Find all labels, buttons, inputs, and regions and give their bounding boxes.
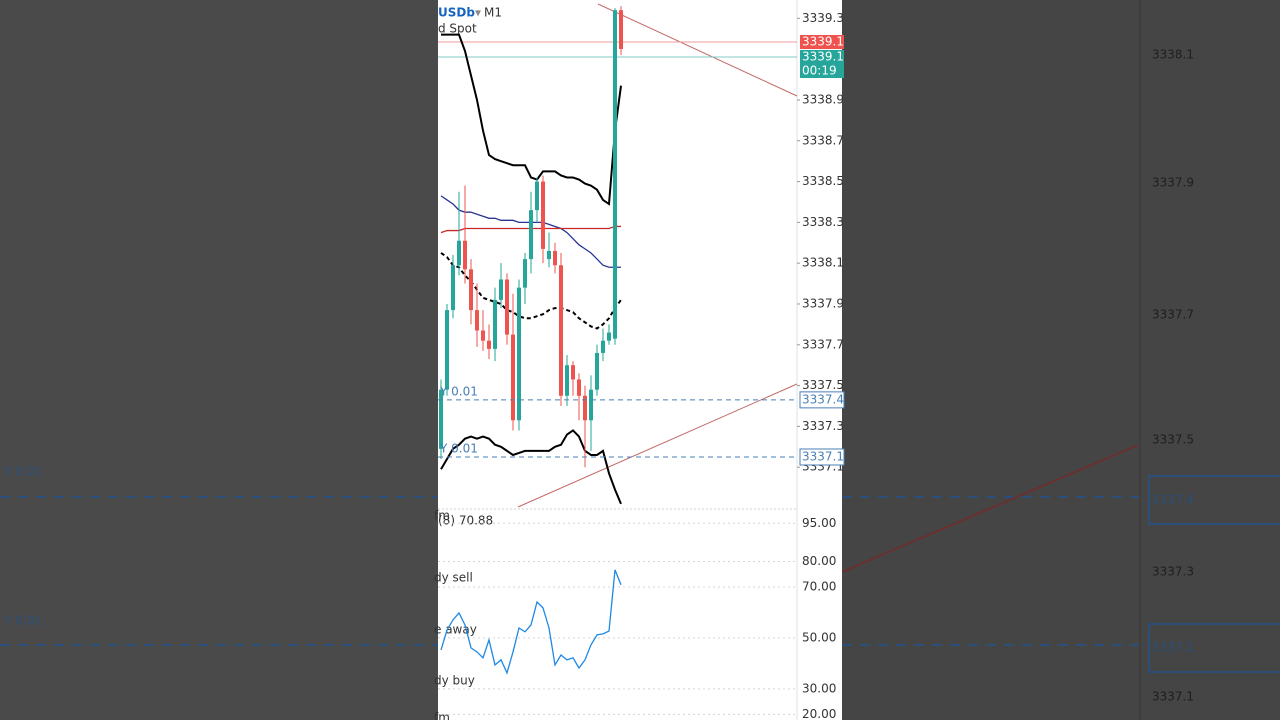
candle-body: [487, 340, 491, 349]
level-label: fm: [434, 509, 450, 523]
candle-body: [451, 265, 455, 311]
candle-body: [547, 250, 551, 260]
candle-body: [613, 10, 617, 339]
candle-body: [439, 389, 443, 449]
candle-body: [481, 330, 485, 341]
candle-body: [577, 379, 581, 396]
candle-body: [499, 279, 503, 300]
backdrop-label: Y 0.01: [3, 614, 42, 628]
backdrop-label: 3337.5: [1152, 433, 1194, 447]
y-tick-label: 80.00: [802, 554, 836, 568]
price-tag: [800, 50, 844, 64]
candle-body: [601, 340, 605, 353]
y-tick-label: 3338.3: [802, 215, 844, 229]
candle-body: [619, 10, 623, 49]
candle-body: [457, 240, 461, 266]
order-label: Y 0.01: [439, 441, 478, 455]
backdrop-tag: [1148, 623, 1280, 673]
candle-body: [445, 310, 449, 390]
subtitle: d Spot: [438, 22, 477, 36]
backdrop-label: 3337.1: [1152, 690, 1194, 704]
backdrop-label: 3337.4: [1152, 493, 1194, 507]
right-backdrop: [842, 0, 1280, 720]
order-price: 3337.1: [802, 449, 844, 463]
y-tick-label: 3339.3: [802, 11, 844, 25]
backdrop-label: Y 0.01: [3, 465, 42, 479]
backdrop-trend-line: [841, 444, 1139, 573]
chart-panel: [438, 0, 842, 720]
candle-body: [493, 299, 497, 349]
backdrop-label: 3337.1: [1152, 641, 1194, 655]
candle-body: [583, 395, 587, 421]
price-tag: [800, 35, 844, 49]
candle-body: [535, 181, 539, 211]
order-tag: [799, 391, 845, 409]
y-tick-label: 30.00: [802, 681, 836, 695]
y-tick-label: 50.00: [802, 630, 836, 644]
candle-body: [589, 389, 593, 421]
symbol: USDb: [438, 6, 475, 20]
level-label: fm: [434, 711, 450, 720]
level-label: dy sell: [434, 571, 473, 585]
y-tick-label: 3338.9: [802, 92, 844, 106]
y-tick-label: 3337.5: [802, 378, 844, 392]
y-tick-label: 3338.1: [802, 256, 844, 270]
backdrop-label: 3337.3: [1152, 565, 1194, 579]
candle-body: [529, 210, 533, 260]
candle-body: [553, 250, 557, 266]
y-tick-label: 3338.5: [802, 174, 844, 188]
candle-body: [571, 365, 575, 380]
indicator-line: [440, 569, 622, 675]
left-backdrop: [0, 0, 438, 720]
price-tag-label: 3339.1: [802, 35, 844, 49]
candle-body: [505, 279, 509, 335]
candle-body: [559, 265, 563, 396]
candle-body: [469, 269, 473, 311]
price-tag-label: 3339.1: [802, 50, 844, 64]
candle-body: [607, 332, 611, 341]
y-tick-label: 3337.9: [802, 296, 844, 310]
candle-body: [517, 287, 521, 421]
candle-body: [565, 365, 569, 396]
backdrop-label: 3338.1: [1152, 48, 1194, 62]
order-price: 3337.4: [802, 392, 844, 406]
candle-body: [523, 259, 527, 288]
candle-body: [541, 181, 545, 249]
y-tick-label: 3338.7: [802, 133, 844, 147]
trend-line: [597, 3, 798, 97]
order-label: Y 0.01: [439, 384, 478, 398]
indicator-title: (8) 70.88: [438, 514, 493, 528]
candle-body: [511, 334, 515, 421]
overlay-line: [440, 429, 622, 505]
y-tick-label: 3337.7: [802, 337, 844, 351]
candle-body: [463, 240, 467, 270]
y-tick-label: 95.00: [802, 516, 836, 530]
backdrop-tag: [1148, 475, 1280, 525]
price-tag: [800, 64, 844, 78]
y-tick-label: 20.00: [802, 707, 836, 720]
candle-body: [475, 310, 479, 331]
y-tick-label: 3337.3: [802, 419, 844, 433]
backdrop-label: 3337.7: [1152, 308, 1194, 322]
level-label: e away: [434, 623, 477, 637]
order-tag: [799, 448, 845, 466]
y-tick-label: 70.00: [802, 579, 836, 593]
price-tag-label: 00:19: [802, 64, 837, 78]
timeframe: M1: [484, 6, 502, 20]
overlay-line: [441, 33, 622, 206]
separator-dot: ▾: [475, 6, 481, 20]
level-label: dy buy: [434, 674, 475, 688]
trend-line: [517, 383, 798, 508]
backdrop-label: 3337.9: [1152, 176, 1194, 190]
candle-body: [595, 352, 599, 390]
